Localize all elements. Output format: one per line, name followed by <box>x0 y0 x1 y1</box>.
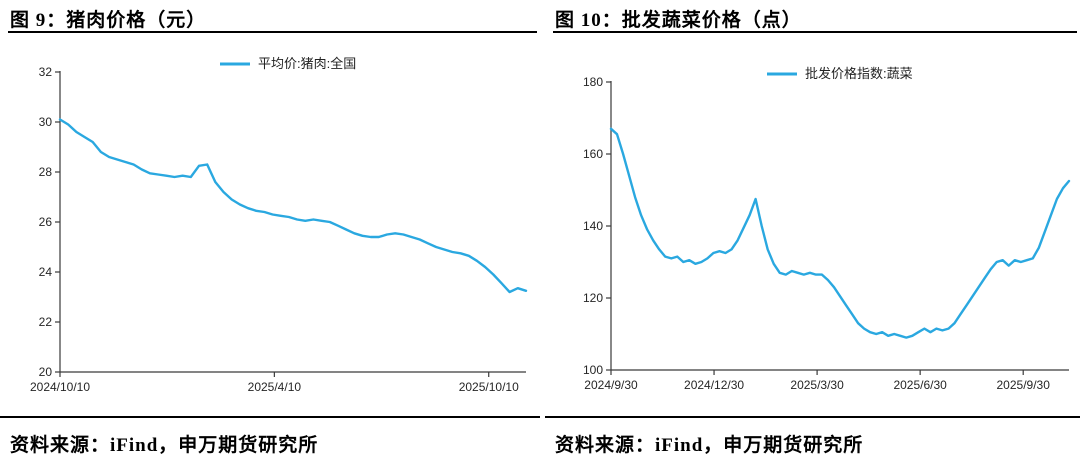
y-tick-label: 24 <box>39 265 53 279</box>
legend-label: 平均价:猪肉:全国 <box>258 56 356 71</box>
x-tick-label: 2025/10/10 <box>459 380 519 394</box>
y-tick-label: 100 <box>583 363 603 377</box>
x-tick-label: 2025/3/30 <box>790 378 844 392</box>
figure-9-source-note: 资料来源：iFind，申万期货研究所 <box>10 435 319 456</box>
y-tick-label: 26 <box>39 215 53 229</box>
figure-9-bottom-rule <box>0 416 540 418</box>
figure-9-title-underline <box>8 31 537 33</box>
x-tick-label: 2024/12/30 <box>684 378 744 392</box>
figure-10-source-note: 资料来源：iFind，申万期货研究所 <box>555 435 864 456</box>
x-tick-label: 2024/9/30 <box>584 378 638 392</box>
figure-9-panel: 图 9：猪肉价格（元） 20 22 24 26 28 30 32 2024/10/10 2025… <box>0 10 540 456</box>
legend-label: 批发价格指数:蔬菜 <box>805 66 913 81</box>
x-tick-label: 2025/4/10 <box>248 380 302 394</box>
figure-10-panel: 图 10：批发蔬菜价格（点） 100 120 140 160 180 2024/9/30 2… <box>545 0 1080 467</box>
y-tick-label: 22 <box>39 315 53 329</box>
vegetable-price-index-chart: 100 120 140 160 180 2024/9/30 2024/12/30 2025/3… <box>583 66 1071 392</box>
figure-9-title: 图 9：猪肉价格（元） <box>10 10 207 31</box>
price-series-line <box>58 118 528 294</box>
pork-price-chart: 20 22 24 26 28 30 32 2024/10/10 2025/4/10 2025/10… <box>30 56 528 394</box>
x-tick-label: 2025/6/30 <box>893 378 947 392</box>
x-tick-label: 2024/10/10 <box>30 380 90 394</box>
y-tick-label: 140 <box>583 219 603 233</box>
y-tick-label: 160 <box>583 147 603 161</box>
y-tick-label: 180 <box>583 75 603 89</box>
figure-10-title: 图 10：批发蔬菜价格（点） <box>555 10 802 31</box>
price-series-line <box>609 127 1071 339</box>
y-tick-label: 120 <box>583 291 603 305</box>
y-tick-label: 20 <box>39 365 53 379</box>
y-tick-label: 28 <box>39 165 53 179</box>
figure-10-title-underline <box>553 31 1077 33</box>
y-tick-label: 32 <box>39 65 53 79</box>
y-tick-label: 30 <box>39 115 53 129</box>
x-tick-label: 2025/9/30 <box>997 378 1051 392</box>
figure-10-bottom-rule <box>545 416 1080 418</box>
